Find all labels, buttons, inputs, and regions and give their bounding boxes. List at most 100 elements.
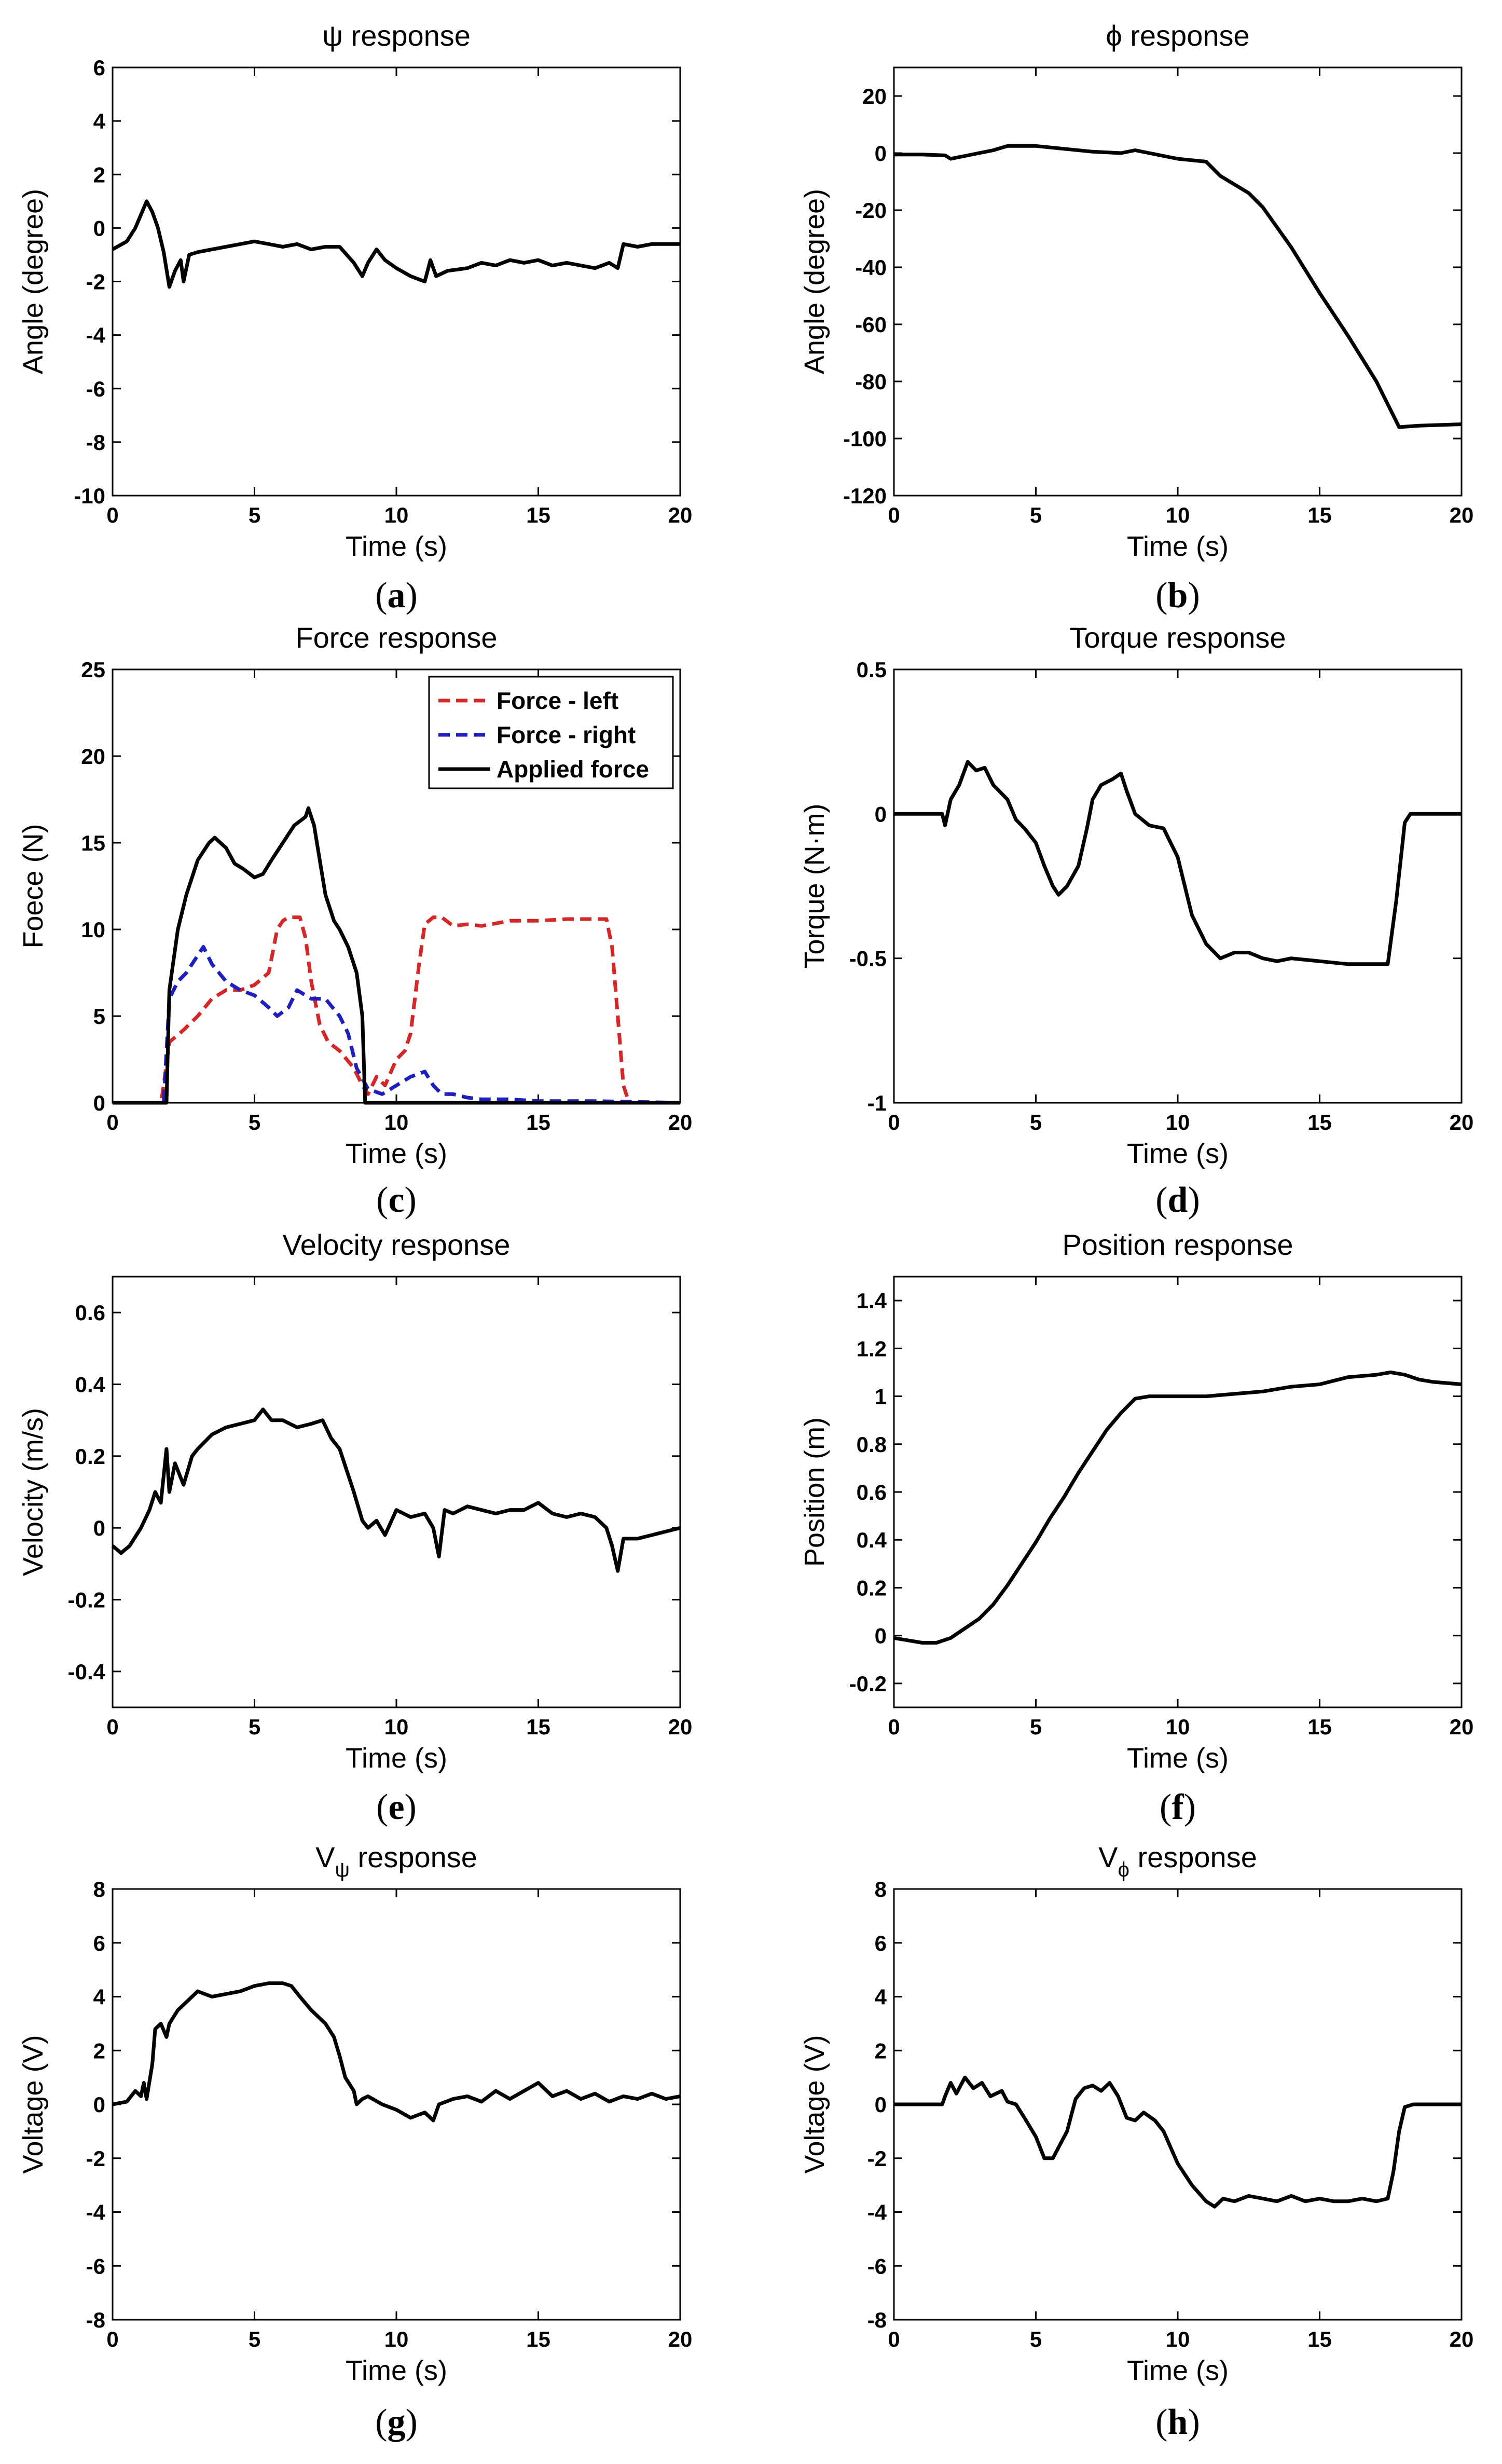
x-tick-label: 10: [1166, 503, 1190, 527]
x-tick-label: 5: [1030, 1110, 1042, 1134]
y-tick-label: -8: [86, 430, 105, 455]
y-tick-label: -4: [86, 2200, 106, 2225]
y-tick-label: 8: [875, 1877, 887, 1901]
panel-caption: (b): [1155, 576, 1200, 615]
y-tick-label: 4: [93, 1985, 106, 2009]
y-tick-label: 0: [875, 141, 887, 166]
series-line-response: [112, 199, 680, 289]
y-tick-label: -4: [86, 323, 106, 348]
chart-panel-e: 0 5 10 15 20 0.6 0.4 0.2 0 -0.2 -0.4 Velocity respo…: [18, 1228, 692, 1774]
x-tick-label: 5: [1030, 503, 1042, 527]
chart-panel-b: 0 5 10 15 20 20 0 -20 -40 -60 -80 -100 -120 ϕ respons…: [799, 19, 1473, 562]
x-tick-label: 5: [249, 1110, 260, 1134]
series-line-response: [894, 2075, 1462, 2209]
y-tick-label: -20: [855, 198, 887, 223]
y-tick-label: 0: [93, 1516, 105, 1540]
x-tick-label: 0: [888, 503, 900, 527]
chart-title: Position response: [1062, 1228, 1293, 1261]
x-tick-label: 10: [384, 1715, 409, 1739]
series-line-response: [111, 1407, 681, 1573]
y-tick-label: 0.5: [857, 658, 887, 682]
x-tick-label: 10: [1166, 1110, 1190, 1134]
y-tick-label: -80: [855, 369, 887, 394]
chart-legend: Force - left Force - right Applied force: [428, 676, 674, 789]
y-tick-label: 1.4: [857, 1289, 887, 1313]
series-line-applied-force: [113, 806, 680, 1105]
chart-title: Torque response: [1069, 621, 1286, 654]
y-tick-label: 6: [93, 1931, 105, 1955]
y-tick-label: 10: [81, 918, 105, 942]
y-tick-label: -6: [86, 2254, 105, 2278]
y-tick-label: 2: [875, 2038, 887, 2063]
series-line-response: [893, 1370, 1462, 1645]
y-tick-label: 0.6: [75, 1301, 105, 1325]
x-axis-label: Time (s): [346, 1138, 447, 1169]
y-tick-label: -40: [855, 255, 887, 280]
series-line-response: [894, 760, 1462, 966]
x-tick-label: 5: [249, 503, 260, 527]
y-axis-label: Position (m): [799, 1417, 830, 1567]
x-tick-label: 5: [1030, 2327, 1042, 2351]
x-axis-label: Time (s): [346, 1743, 447, 1774]
y-axis-label: Foece (N): [18, 824, 49, 948]
x-tick-label: 15: [1307, 2327, 1332, 2351]
y-tick-label: -10: [74, 484, 105, 508]
y-tick-label: 0: [875, 2092, 887, 2117]
y-tick-label: 2: [93, 162, 105, 187]
y-tick-label: -60: [855, 312, 887, 337]
y-tick-label: 4: [93, 109, 106, 133]
x-tick-label: 15: [526, 503, 550, 527]
y-axis-label: Velocity (m/s): [18, 1408, 49, 1576]
y-tick-label: 6: [875, 1931, 887, 1955]
x-tick-label: 10: [384, 1110, 409, 1134]
y-tick-label: 0.6: [857, 1480, 887, 1504]
panel-caption: (h): [1155, 2402, 1200, 2442]
x-tick-label: 20: [1450, 1110, 1474, 1134]
x-tick-label: 10: [1166, 1715, 1190, 1739]
y-tick-label: -1: [867, 1091, 887, 1115]
y-tick-label: 20: [862, 84, 887, 108]
y-tick-label: 0: [93, 216, 105, 240]
y-tick-label: 5: [93, 1004, 105, 1029]
x-tick-label: 20: [668, 1715, 693, 1739]
y-tick-label: -0.4: [68, 1660, 106, 1684]
y-tick-label: 2: [93, 2038, 105, 2063]
series-line-response: [112, 1981, 681, 2123]
series-line-force-left: [113, 915, 680, 1105]
y-tick-label: 0.8: [857, 1432, 887, 1457]
x-tick-label: 20: [1450, 2327, 1474, 2351]
y-tick-label: 0.2: [857, 1576, 887, 1600]
y-tick-label: -100: [843, 427, 887, 451]
x-axis-label: Time (s): [1127, 2355, 1229, 2386]
x-tick-label: 5: [249, 1715, 260, 1739]
y-tick-label: 0: [93, 2092, 105, 2117]
y-tick-label: -0.2: [68, 1588, 105, 1612]
legend-label: Force - left: [497, 687, 618, 714]
y-tick-label: -2: [867, 2146, 887, 2171]
x-axis-label: Time (s): [1127, 531, 1229, 562]
x-tick-label: 10: [384, 2327, 409, 2351]
y-tick-label: 8: [93, 1877, 105, 1901]
legend-label: Force - right: [497, 721, 636, 748]
x-tick-label: 15: [526, 1110, 550, 1134]
legend-label: Applied force: [497, 756, 649, 783]
panel-caption: (a): [375, 576, 418, 615]
x-tick-label: 0: [106, 1110, 118, 1134]
x-tick-label: 20: [1450, 1715, 1474, 1739]
y-tick-label: -4: [867, 2200, 887, 2225]
x-tick-label: 15: [1307, 503, 1332, 527]
x-tick-label: 0: [888, 1110, 900, 1134]
y-tick-label: 1.2: [857, 1336, 887, 1361]
x-axis-label: Time (s): [346, 531, 447, 562]
y-tick-label: 0: [93, 1091, 105, 1115]
chart-title: Vψ response: [315, 1841, 477, 1881]
panel-caption: (c): [376, 1180, 417, 1220]
x-tick-label: 20: [1450, 503, 1474, 527]
series-line-force-right: [113, 944, 681, 1105]
y-tick-label: -120: [843, 484, 887, 508]
y-tick-label: -8: [867, 2308, 887, 2332]
y-axis-label: Angle (degree): [18, 189, 49, 374]
x-tick-label: 0: [888, 2327, 900, 2351]
